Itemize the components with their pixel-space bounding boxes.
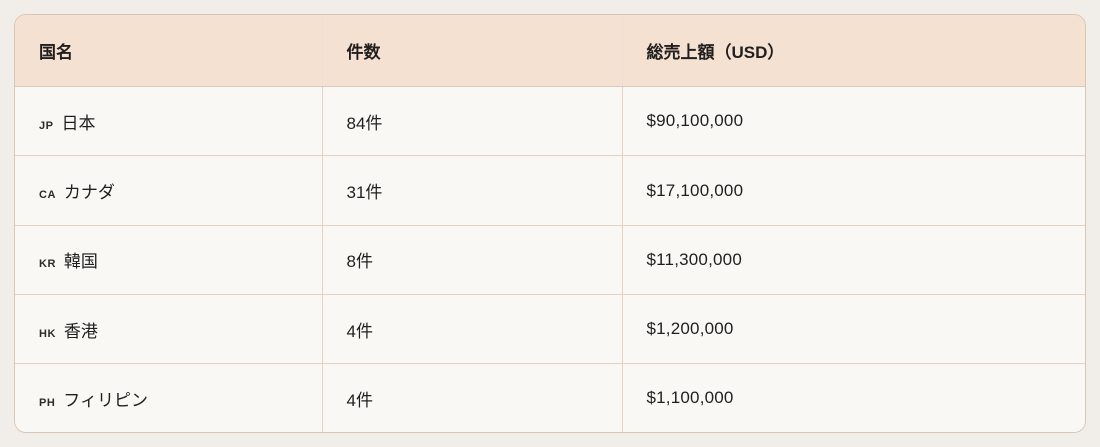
table-row: CA カナダ 31件 $17,100,000 — [15, 155, 1085, 226]
column-header-sales: 総売上額（USD） — [621, 15, 1085, 87]
country-name: カナダ — [63, 183, 115, 203]
country-cell: JP 日本 — [15, 86, 322, 156]
column-header-count: 件数 — [321, 15, 622, 87]
country-name: 香港 — [63, 321, 98, 341]
country-code: JP — [39, 119, 54, 132]
sales-cell: $1,100,000 — [621, 363, 1085, 432]
country-name: 日本 — [61, 113, 96, 133]
table-row: PH フィリピン 4件 $1,100,000 — [15, 363, 1085, 432]
table-body: JP 日本 84件 $90,100,000 CA カナダ 31件 $17,100,0… — [15, 86, 1085, 432]
table-row: HK 香港 4件 $1,200,000 — [15, 294, 1085, 364]
country-name: フィリピン — [63, 390, 148, 410]
count-cell: 84件 — [321, 86, 622, 156]
country-code: CA — [39, 189, 56, 202]
sales-cell: $90,100,000 — [621, 86, 1085, 156]
country-code: HK — [39, 327, 56, 340]
column-header-country: 国名 — [15, 15, 322, 87]
country-code: PH — [39, 396, 56, 409]
country-code: KR — [39, 258, 56, 271]
sales-by-country-table-container: 国名 件数 総売上額（USD） JP 日本 84件 $90,100,000 CA カ… — [14, 14, 1086, 433]
count-cell: 4件 — [321, 294, 622, 364]
country-cell: KR 韓国 — [15, 224, 322, 295]
sales-cell: $17,100,000 — [621, 155, 1085, 226]
count-cell: 8件 — [321, 224, 622, 295]
table-header: 国名 件数 総売上額（USD） — [15, 15, 1085, 87]
country-cell: PH フィリピン — [15, 363, 322, 432]
country-name: 韓国 — [63, 252, 98, 272]
header-row: 国名 件数 総売上額（USD） — [15, 15, 1085, 87]
table-row: JP 日本 84件 $90,100,000 — [15, 86, 1085, 156]
count-cell: 31件 — [321, 155, 622, 226]
sales-cell: $1,200,000 — [621, 294, 1085, 364]
sales-by-country-table: 国名 件数 総売上額（USD） JP 日本 84件 $90,100,000 CA カ… — [15, 15, 1085, 432]
count-cell: 4件 — [321, 363, 622, 432]
table-row: KR 韓国 8件 $11,300,000 — [15, 224, 1085, 295]
sales-cell: $11,300,000 — [621, 224, 1085, 295]
country-cell: HK 香港 — [15, 294, 322, 364]
country-cell: CA カナダ — [15, 155, 322, 226]
